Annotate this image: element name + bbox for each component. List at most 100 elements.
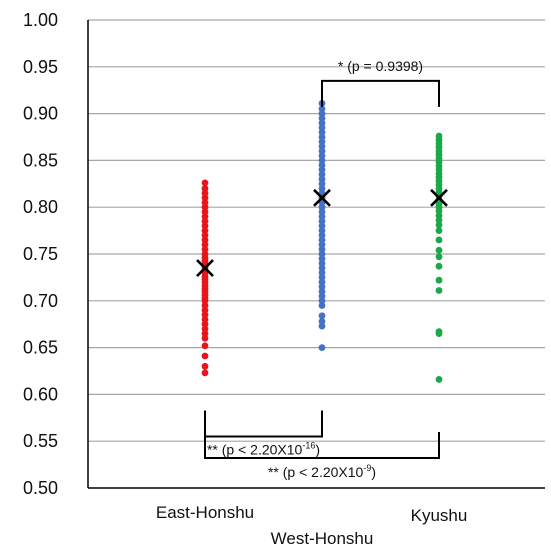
data-point bbox=[201, 194, 209, 202]
data-point bbox=[201, 213, 209, 220]
data-point bbox=[318, 203, 326, 211]
data-point bbox=[318, 274, 326, 281]
data-point bbox=[318, 222, 326, 230]
category-labels: East-Honshu West-Honshu Kyushu bbox=[156, 503, 467, 548]
data-point bbox=[435, 236, 443, 244]
data-point bbox=[201, 236, 209, 244]
data-point bbox=[201, 203, 209, 211]
data-point bbox=[318, 171, 326, 178]
y-tick-label: 1.00 bbox=[23, 10, 58, 30]
gridlines bbox=[88, 19, 545, 442]
data-point bbox=[318, 157, 326, 164]
category-label-west-honshu: West-Honshu bbox=[271, 529, 374, 548]
data-point bbox=[201, 241, 209, 249]
y-tick-label: 0.50 bbox=[23, 478, 58, 498]
y-tick-label: 0.55 bbox=[23, 431, 58, 451]
label-suffix: ) bbox=[315, 442, 320, 458]
data-point bbox=[435, 253, 443, 261]
y-tick-label: 0.95 bbox=[23, 57, 58, 77]
data-point bbox=[201, 208, 209, 216]
significance-bracket: ** (p < 2.20X10-9) bbox=[204, 432, 440, 480]
data-point bbox=[318, 142, 326, 150]
data-point bbox=[318, 288, 326, 295]
data-point bbox=[318, 217, 326, 225]
label-suffix: ) bbox=[371, 464, 376, 480]
bracket-line bbox=[321, 79, 440, 107]
data-point bbox=[201, 325, 209, 333]
data-point bbox=[318, 133, 326, 141]
data-point bbox=[201, 334, 209, 342]
data-point bbox=[201, 250, 209, 258]
bracket-line bbox=[204, 432, 440, 460]
data-point bbox=[318, 105, 326, 113]
significance-bracket: ** (p < 2.20X10-16) bbox=[204, 410, 323, 458]
y-tick-labels: 0.50 0.55 0.60 0.65 0.70 0.75 0.80 0.85 0.90 0.95… bbox=[23, 10, 58, 498]
data-point bbox=[435, 262, 443, 270]
data-point bbox=[435, 227, 443, 235]
data-point bbox=[318, 250, 326, 258]
data-point bbox=[201, 185, 209, 192]
y-tick-label: 0.60 bbox=[23, 384, 58, 404]
data-point bbox=[318, 114, 326, 122]
data-point bbox=[318, 208, 326, 216]
data-point bbox=[201, 231, 209, 239]
data-point bbox=[318, 317, 326, 325]
mean-marker bbox=[196, 259, 214, 277]
data-point bbox=[201, 330, 209, 337]
data-point bbox=[435, 276, 443, 284]
data-point bbox=[435, 376, 443, 383]
data-point bbox=[318, 138, 326, 146]
significance-annotations: * (p = 0.9398)** (p < 2.20X10-16)** (p <… bbox=[204, 58, 440, 480]
label-exponent: -16 bbox=[302, 441, 315, 451]
y-tick-label: 0.85 bbox=[23, 150, 58, 170]
data-point bbox=[435, 287, 443, 294]
mean-marker bbox=[430, 188, 448, 207]
data-point bbox=[318, 322, 326, 330]
data-point bbox=[435, 328, 443, 336]
data-point bbox=[318, 227, 326, 235]
y-tick-label: 0.90 bbox=[23, 104, 58, 124]
label-prefix: ** (p < 2.20X10 bbox=[268, 464, 364, 480]
y-tick-label: 0.75 bbox=[23, 244, 58, 264]
mean-marker-stroke bbox=[430, 188, 448, 207]
data-point bbox=[318, 110, 326, 117]
data-point bbox=[318, 152, 326, 160]
data-point bbox=[435, 132, 443, 140]
data-point bbox=[318, 128, 326, 136]
data-point bbox=[318, 231, 326, 239]
data-point bbox=[201, 199, 209, 206]
significance-label: ** (p < 2.20X10-16) bbox=[207, 441, 320, 458]
data-point bbox=[201, 316, 209, 323]
data-point bbox=[201, 245, 209, 253]
data-point bbox=[201, 342, 209, 350]
data-point bbox=[318, 302, 326, 309]
data-point bbox=[318, 180, 326, 188]
data-point bbox=[318, 166, 326, 174]
significance-label: * (p = 0.9398) bbox=[338, 58, 423, 74]
data-point bbox=[318, 241, 326, 249]
category-label-east-honshu: East-Honshu bbox=[156, 503, 254, 522]
y-tick-label: 0.70 bbox=[23, 291, 58, 311]
data-points bbox=[201, 99, 443, 383]
data-point bbox=[318, 344, 326, 351]
data-point bbox=[318, 185, 326, 192]
axes bbox=[87, 20, 545, 489]
data-point bbox=[318, 161, 326, 169]
data-point bbox=[318, 283, 326, 291]
data-point bbox=[318, 269, 326, 277]
data-point bbox=[201, 369, 209, 377]
label-exponent: -9 bbox=[363, 463, 371, 473]
data-point bbox=[435, 216, 443, 224]
mean-marker-stroke bbox=[313, 188, 331, 207]
data-point bbox=[201, 306, 209, 314]
data-point bbox=[318, 119, 326, 127]
data-point bbox=[201, 320, 209, 328]
data-point bbox=[318, 278, 326, 286]
significance-label: ** (p < 2.20X10-9) bbox=[268, 463, 376, 480]
data-point bbox=[318, 292, 326, 300]
category-label-kyushu: Kyushu bbox=[411, 506, 468, 525]
data-point bbox=[318, 236, 326, 244]
data-point bbox=[201, 362, 209, 370]
data-point bbox=[318, 259, 326, 267]
